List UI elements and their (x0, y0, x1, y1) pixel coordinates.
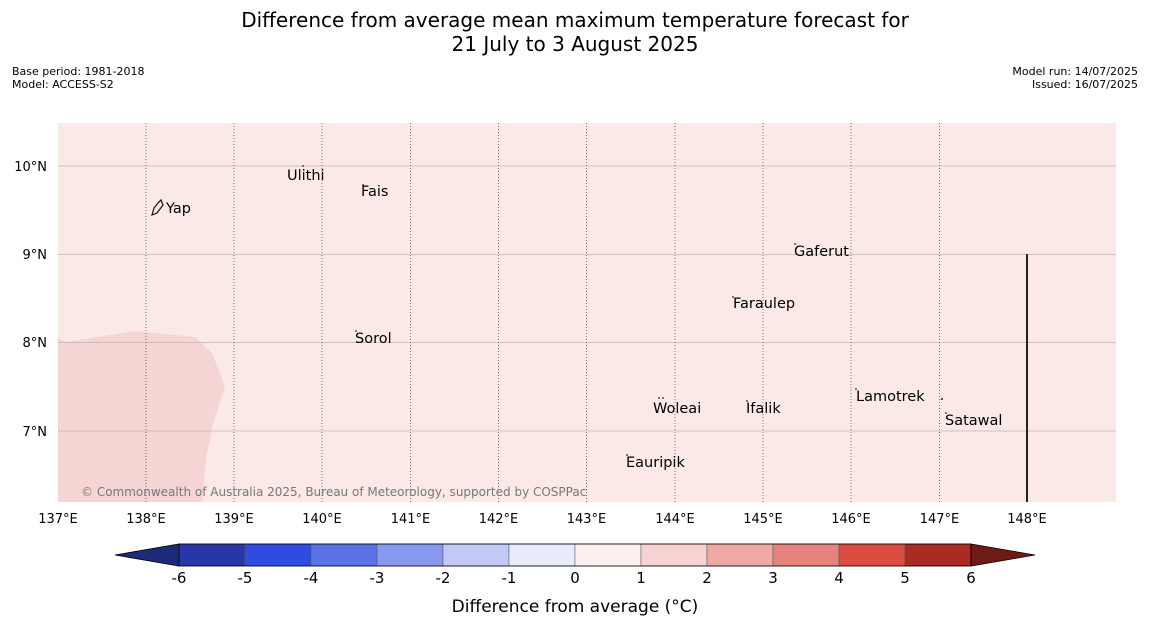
gaferut-marker (794, 243, 796, 245)
place-label-ulithi: Ulithi (287, 168, 325, 184)
map-background (58, 123, 1116, 502)
colorbar-cell-8 (706, 543, 774, 567)
place-label-satawal: Satawal (945, 413, 1002, 429)
lon-label-142e: 142°E (479, 512, 519, 527)
colorbar-cell-5 (508, 543, 576, 567)
elato-marker (941, 398, 943, 400)
lon-label-144e: 144°E (655, 512, 695, 527)
ifalik-marker (746, 400, 748, 402)
colorbar-tick-label: 0 (570, 569, 580, 587)
chart-title: Difference from average mean maximum tem… (0, 8, 1150, 56)
lon-label-147e: 147°E (920, 512, 960, 527)
colorbar-cell-7 (640, 543, 708, 567)
title-line-1: Difference from average mean maximum tem… (241, 8, 909, 32)
colorbar-underflow-triangle (114, 543, 180, 567)
colorbar-cell-0 (178, 543, 246, 567)
place-label-gaferut: Gaferut (794, 244, 849, 260)
colorbar-overflow-triangle (970, 543, 1036, 567)
lon-label-145e: 145°E (743, 512, 783, 527)
colorbar-tick-label: 2 (702, 569, 712, 587)
colorbar-cell-9 (772, 543, 840, 567)
place-label-ifalik: Ifalik (746, 401, 781, 417)
lon-label-146e: 146°E (831, 512, 871, 527)
colorbar-tick-label: 4 (834, 569, 844, 587)
woleai-marker-b (662, 397, 664, 399)
colorbar-tick-label: -1 (502, 569, 517, 587)
place-label-yap: Yap (165, 201, 191, 217)
colorbar: -6 -5 -4 -3 -2 -1 0 1 2 3 4 5 6 (114, 543, 1036, 587)
issued-date: Issued: 16/07/2025 (1031, 78, 1138, 91)
lat-label-9n: 9°N (23, 248, 48, 263)
colorbar-tick-label: 3 (768, 569, 778, 587)
ulithi-marker (302, 165, 304, 167)
place-label-lamotrek: Lamotrek (856, 389, 925, 405)
lat-label-8n: 8°N (23, 336, 48, 351)
lon-label-137e: 137°E (38, 512, 78, 527)
place-label-woleai: Woleai (653, 401, 701, 417)
colorbar-tick-label: 1 (636, 569, 646, 587)
colorbar-frame (178, 543, 972, 567)
model-name: Model: ACCESS-S2 (12, 78, 114, 91)
colorbar-tick-label: -2 (436, 569, 451, 587)
lon-label-139e: 139°E (214, 512, 254, 527)
yap-island-shape (151, 198, 164, 217)
place-label-faraulep: Faraulep (733, 296, 795, 312)
place-label-eauripik: Eauripik (626, 455, 685, 471)
colorbar-cell-2 (310, 543, 378, 567)
fais-marker (362, 184, 364, 186)
base-info: Base period: 1981-2018 Model: ACCESS-S2 (12, 65, 144, 91)
colorbar-tick-label: -3 (370, 569, 385, 587)
lon-label-148e: 148°E (1007, 512, 1047, 527)
place-label-fais: Fais (361, 184, 388, 200)
colorbar-title: Difference from average (°C) (452, 597, 699, 617)
sorol-marker (355, 330, 357, 332)
colorbar-tick-label: -4 (304, 569, 319, 587)
lat-label-7n: 7°N (23, 425, 48, 440)
warm-anomaly-region (58, 331, 225, 502)
woleai-marker-a (658, 397, 660, 399)
colorbar-cell-3 (376, 543, 444, 567)
place-label-sorol: Sorol (355, 331, 392, 347)
run-info: Model run: 14/07/2025 Issued: 16/07/2025 (1012, 65, 1138, 91)
colorbar-tick-label: -5 (238, 569, 253, 587)
faraulep-marker (732, 296, 734, 298)
colorbar-cell-10 (838, 543, 906, 567)
lon-label-140e: 140°E (302, 512, 342, 527)
colorbar-cell-4 (442, 543, 510, 567)
model-run: Model run: 14/07/2025 (1012, 65, 1138, 78)
lon-label-141e: 141°E (391, 512, 431, 527)
eauripik-marker (626, 454, 628, 456)
lamotrek-marker (855, 388, 857, 390)
colorbar-cell-1 (244, 543, 312, 567)
colorbar-tick-label: 5 (900, 569, 910, 587)
colorbar-cell-6 (574, 543, 642, 567)
colorbar-tick-label: 6 (966, 569, 976, 587)
lon-label-143e: 143°E (567, 512, 607, 527)
lon-label-138e: 138°E (126, 512, 166, 527)
colorbar-tick-label: -6 (172, 569, 187, 587)
colorbar-cell-11 (904, 543, 972, 567)
copyright-credit: © Commonwealth of Australia 2025, Bureau… (81, 485, 586, 499)
satawal-marker (945, 412, 947, 414)
base-period: Base period: 1981-2018 (12, 65, 145, 78)
lat-label-10n: 10°N (14, 160, 47, 175)
title-line-2: 21 July to 3 August 2025 (451, 32, 699, 56)
